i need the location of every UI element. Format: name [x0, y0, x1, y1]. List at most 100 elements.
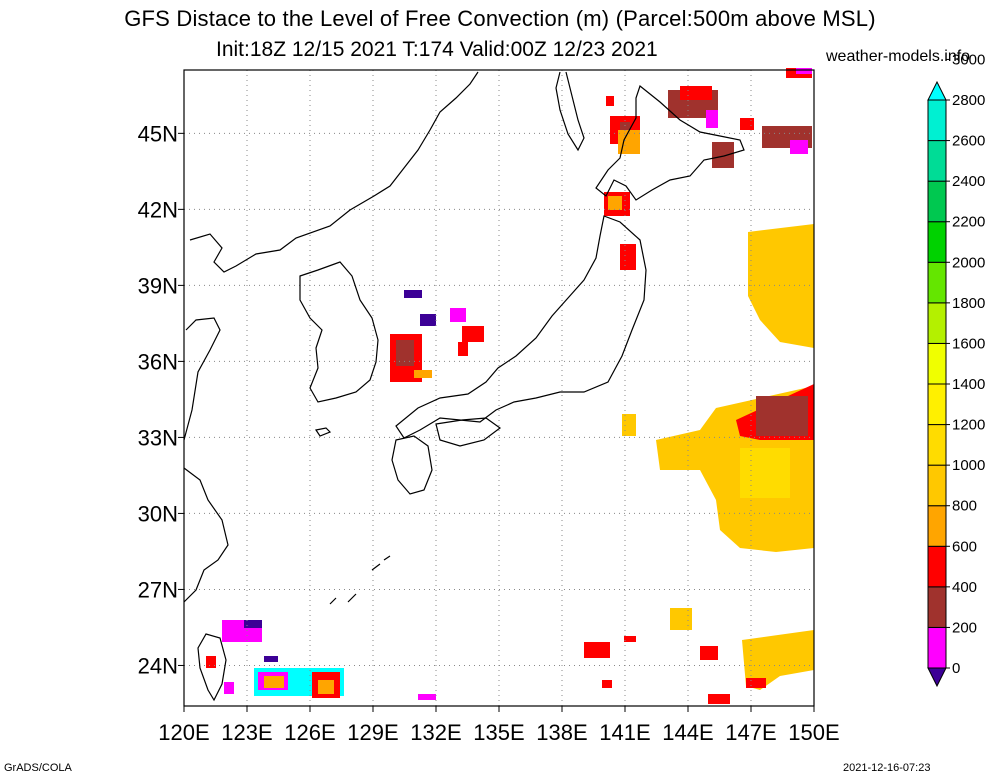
- field-patch: [458, 342, 468, 356]
- lat-lon-grid: [184, 70, 814, 706]
- lat-tick-label: 33N: [138, 425, 178, 450]
- field-patch: [414, 370, 432, 378]
- field-patch: [756, 396, 808, 436]
- lon-tick-label: 126E: [284, 720, 335, 745]
- footer-software: GrADS/COLA: [4, 762, 72, 774]
- colorbar-segment: [927, 221, 947, 263]
- field-patch: [742, 630, 814, 690]
- honshu-island: [395, 215, 647, 439]
- lon-tick-label: 141E: [599, 720, 650, 745]
- lon-tick-label: 123E: [221, 720, 272, 745]
- colorbar-segment: [927, 99, 947, 142]
- colorbar-segment: [927, 626, 947, 669]
- lat-tick-label: 42N: [138, 197, 178, 222]
- china-southeast-coast: [183, 467, 229, 603]
- field-patch: [450, 308, 466, 322]
- field-patch: [418, 694, 436, 700]
- kyushu-island: [391, 435, 433, 495]
- map-title: GFS Distace to the Level of Free Convect…: [124, 6, 876, 31]
- field-patch: [584, 642, 610, 658]
- field-patch: [624, 636, 636, 642]
- colorbar-lower-arrow: [927, 667, 947, 688]
- lat-tick-label: 24N: [138, 653, 178, 678]
- lon-tick-label: 138E: [536, 720, 587, 745]
- lon-tick-label: 144E: [662, 720, 713, 745]
- field-patch: [746, 678, 766, 688]
- colorbar-label: 2000: [952, 254, 985, 271]
- colorbar-label: 1000: [952, 457, 985, 474]
- shikoku-island: [435, 417, 502, 447]
- field-patch: [748, 224, 814, 348]
- colorbar-label: 400: [952, 579, 977, 596]
- coastlines: [183, 71, 745, 702]
- lon-axis: 120E 123E 126E 129E 132E 135E 138E 141E 144E 147E…: [158, 706, 840, 745]
- colorbar-segment: [927, 586, 947, 628]
- field-patch: [620, 244, 636, 270]
- colorbar-label: 1200: [952, 417, 985, 434]
- field-patch: [606, 96, 614, 106]
- field-patch: [608, 196, 622, 210]
- field-patch: [740, 448, 790, 498]
- lon-tick-label: 120E: [158, 720, 209, 745]
- field-patch: [264, 676, 284, 688]
- colorbar-label: 1400: [952, 376, 985, 393]
- field-patch: [318, 680, 334, 694]
- lat-tick-label: 39N: [138, 273, 178, 298]
- sakhalin-island: [555, 71, 585, 152]
- field-patch: [396, 340, 414, 366]
- lat-tick-label: 45N: [138, 121, 178, 146]
- lat-tick-label: 36N: [138, 349, 178, 374]
- taiwan-island: [197, 633, 227, 702]
- field-patch: [700, 646, 718, 660]
- field-patch: [670, 608, 692, 630]
- colorbar-segment: [927, 140, 947, 182]
- lat-axis: 24N 27N 30N 33N 36N 39N 42N 45N: [138, 121, 184, 678]
- lat-tick-label: 27N: [138, 577, 178, 602]
- colorbar-segment: [927, 342, 947, 385]
- footer-timestamp: 2021-12-16-07:23: [843, 762, 931, 774]
- field-patch: [618, 130, 640, 154]
- field-patch: [244, 620, 262, 628]
- lon-tick-label: 135E: [473, 720, 524, 745]
- colorbar-segment: [927, 505, 947, 547]
- field-patch: [706, 110, 718, 128]
- colorbar-segment: [927, 464, 947, 507]
- colorbar-label: 200: [952, 619, 977, 636]
- hokkaido-island: [595, 84, 745, 201]
- colorbar: 0 200 400 600 800 1000 1200 1400 1600 1800 2000 220…: [927, 51, 985, 688]
- colorbar-label: 1800: [952, 295, 985, 312]
- colorbar-label: 0: [952, 660, 960, 677]
- colorbar-label: 2400: [952, 173, 985, 190]
- ryukyu-islands: [329, 555, 391, 605]
- field-patch: [796, 68, 812, 74]
- lon-tick-label: 147E: [725, 720, 776, 745]
- field-shading: [206, 68, 814, 704]
- map-subtitle: Init:18Z 12/15 2021 T:174 Valid:00Z 12/2…: [216, 38, 658, 61]
- field-patch: [680, 86, 712, 100]
- field-patch: [206, 656, 216, 668]
- colorbar-upper-arrow: [927, 80, 947, 101]
- colorbar-segment: [927, 180, 947, 223]
- field-patch: [404, 290, 422, 298]
- field-patch: [708, 694, 730, 704]
- colorbar-label: 2600: [952, 133, 985, 150]
- colorbar-label: 800: [952, 498, 977, 515]
- jeju-island: [315, 427, 332, 437]
- field-patch: [790, 140, 808, 154]
- colorbar-label: 2800: [952, 92, 985, 109]
- manchuria-coast: [189, 71, 479, 273]
- colorbar-segment: [927, 261, 947, 304]
- colorbar-segment: [927, 545, 947, 588]
- colorbar-label: 2200: [952, 214, 985, 231]
- field-patch: [740, 118, 754, 130]
- field-patch: [224, 682, 234, 694]
- china-coast: [183, 317, 221, 441]
- colorbar-label: 600: [952, 538, 977, 555]
- colorbar-segment: [927, 424, 947, 466]
- korea-peninsula: [299, 261, 379, 403]
- colorbar-label: 3000: [952, 51, 985, 68]
- lon-tick-label: 129E: [347, 720, 398, 745]
- colorbar-segment: [927, 302, 947, 344]
- field-patch: [622, 414, 636, 436]
- field-patch: [602, 680, 612, 688]
